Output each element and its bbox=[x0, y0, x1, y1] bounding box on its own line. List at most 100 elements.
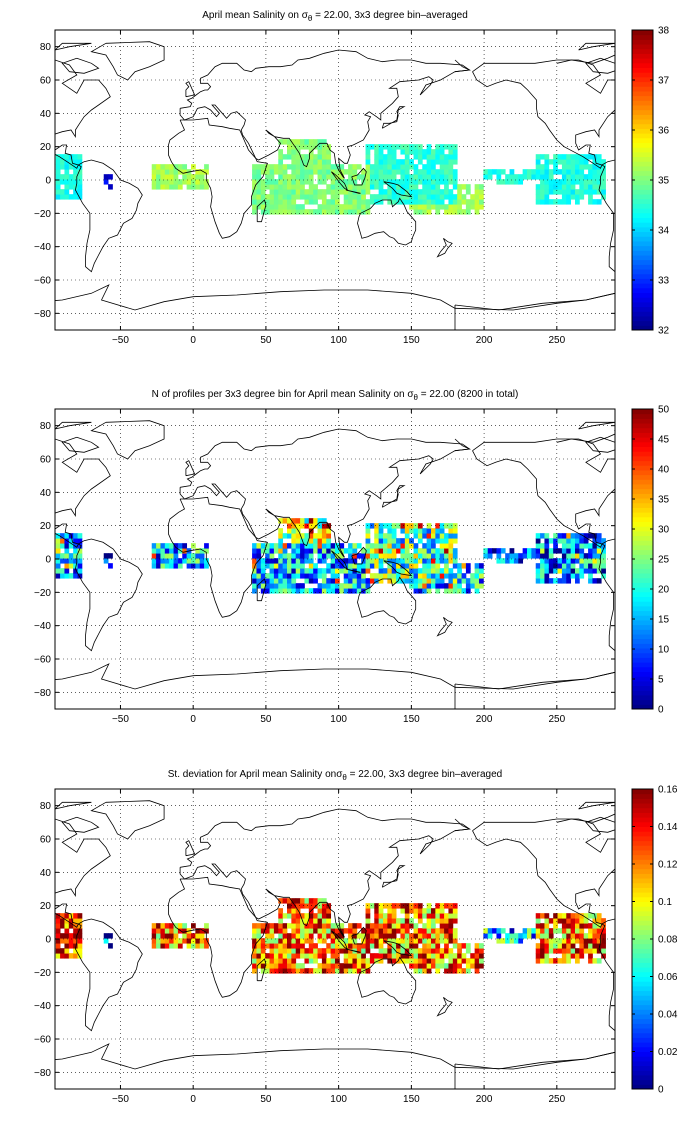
bin-cell bbox=[566, 923, 572, 929]
bin-cell bbox=[409, 199, 414, 205]
bin-cell bbox=[378, 558, 384, 564]
colorbar-segment bbox=[632, 999, 653, 1006]
bin-cell bbox=[77, 174, 83, 180]
bin-cell bbox=[103, 558, 109, 564]
bin-cell bbox=[156, 923, 161, 929]
bin-cell bbox=[561, 918, 567, 924]
bin-cell bbox=[435, 199, 441, 205]
coastline bbox=[55, 801, 92, 810]
bin-cell bbox=[383, 933, 388, 939]
bin-cell bbox=[575, 189, 580, 195]
bin-cell bbox=[252, 938, 257, 944]
bin-cell bbox=[287, 174, 292, 180]
bin-cell bbox=[269, 174, 275, 180]
bin-cell bbox=[435, 144, 441, 150]
bin-cell bbox=[73, 923, 78, 929]
bin-cell bbox=[321, 518, 327, 524]
bin-cell bbox=[588, 553, 593, 559]
bin-cell bbox=[287, 963, 292, 969]
bin-cell bbox=[278, 204, 284, 210]
bin-cell bbox=[575, 533, 580, 539]
bin-cell bbox=[426, 144, 432, 150]
bin-cell bbox=[343, 588, 349, 594]
bin-cell bbox=[64, 943, 70, 949]
colorbar-segment bbox=[632, 873, 653, 879]
bin-cell bbox=[404, 159, 410, 165]
bin-cell bbox=[321, 928, 327, 934]
bin-cell bbox=[439, 938, 445, 944]
bin-cell bbox=[452, 588, 458, 594]
colorbar-segment bbox=[632, 147, 653, 153]
coastline bbox=[74, 159, 143, 273]
y-tick-label: 80 bbox=[40, 421, 52, 432]
bin-cell bbox=[566, 538, 572, 544]
bin-cell bbox=[304, 933, 310, 939]
bin-cell bbox=[335, 169, 340, 175]
bin-cell bbox=[404, 538, 410, 544]
bin-cell bbox=[596, 189, 602, 195]
bin-cell bbox=[60, 558, 65, 564]
bin-cell bbox=[479, 578, 484, 584]
bin-cell bbox=[282, 558, 288, 564]
bin-cell bbox=[343, 578, 349, 584]
bin-cell bbox=[269, 169, 275, 175]
grid-lines bbox=[55, 789, 615, 1089]
bin-cell bbox=[518, 174, 524, 180]
bin-cell bbox=[326, 169, 332, 175]
coastline bbox=[585, 436, 615, 453]
bin-cell bbox=[295, 963, 301, 969]
bin-cell bbox=[356, 578, 362, 584]
bin-cell bbox=[308, 938, 314, 944]
bin-cell bbox=[287, 189, 292, 195]
bin-cell bbox=[291, 518, 297, 524]
bin-cell bbox=[540, 169, 545, 175]
bin-cell bbox=[321, 898, 327, 904]
colorbar-segment bbox=[632, 1070, 653, 1076]
bin-cell bbox=[321, 204, 327, 210]
bin-cell bbox=[295, 588, 301, 594]
colorbar-segment bbox=[632, 587, 653, 593]
bin-cell bbox=[60, 179, 65, 185]
bin-cell bbox=[566, 189, 572, 195]
bin-cell bbox=[383, 953, 388, 959]
bin-cell bbox=[182, 179, 188, 185]
colorbar-segment bbox=[632, 236, 653, 242]
bin-cell bbox=[55, 563, 61, 569]
bin-cell bbox=[383, 543, 388, 549]
bin-cell bbox=[448, 189, 454, 195]
bin-cell bbox=[426, 963, 432, 969]
bin-cell bbox=[278, 568, 284, 574]
bin-cell bbox=[387, 149, 393, 155]
bin-cell bbox=[470, 194, 476, 200]
bin-cell bbox=[339, 543, 345, 549]
bin-cell bbox=[575, 154, 580, 160]
bin-cell bbox=[73, 533, 78, 539]
bin-cell bbox=[265, 923, 270, 929]
bin-cell bbox=[291, 194, 297, 200]
bin-cell bbox=[204, 563, 209, 569]
colorbar-segment bbox=[632, 325, 653, 331]
bin-cell bbox=[540, 179, 545, 185]
bin-cell bbox=[278, 209, 284, 215]
bin-cell bbox=[352, 563, 358, 569]
bin-cell bbox=[60, 913, 65, 919]
bin-cell bbox=[461, 953, 467, 959]
bin-cell bbox=[592, 938, 598, 944]
colorbar-segment bbox=[632, 544, 653, 551]
bin-cell bbox=[291, 903, 297, 909]
bin-cell bbox=[457, 588, 462, 594]
bin-cell bbox=[335, 968, 340, 974]
bin-cell bbox=[265, 164, 270, 170]
bin-cell bbox=[369, 933, 375, 939]
bin-cell bbox=[260, 204, 266, 210]
bin-cell bbox=[64, 154, 70, 160]
bin-cell bbox=[374, 553, 380, 559]
bin-cell bbox=[383, 174, 388, 180]
bin-cell bbox=[252, 209, 257, 215]
bin-cell bbox=[321, 149, 327, 155]
bin-cell bbox=[55, 943, 61, 949]
colorbar-segment bbox=[632, 451, 653, 457]
bin-cell bbox=[256, 548, 262, 554]
bin-cell bbox=[282, 588, 288, 594]
bin-cell bbox=[601, 538, 606, 544]
